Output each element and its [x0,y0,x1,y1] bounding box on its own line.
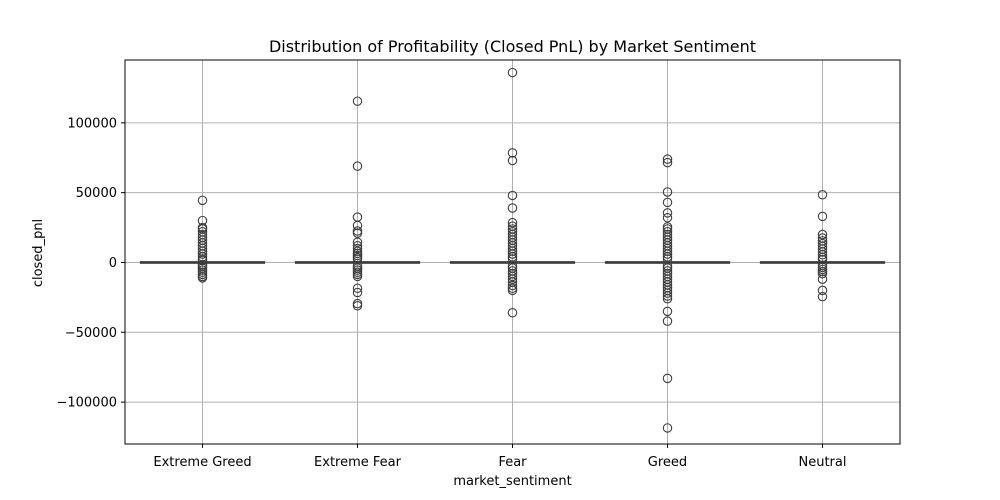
outlier-point [197,255,208,266]
outlier-point [817,250,828,260]
outlier-point [197,195,208,206]
outlier-point [662,423,673,433]
outlier-point [662,208,673,218]
outlier-point [507,249,518,259]
outlier-point [507,254,518,264]
y-axis-label: closed_pnl [31,219,46,287]
x-tick-label: Extreme Fear [314,455,402,470]
x-axis-label: market_sentiment [453,474,571,489]
outlier-point [507,190,518,201]
outlier-point [662,249,673,259]
outlier-point [352,96,363,106]
outlier-point [662,187,673,197]
outlier-point [507,285,518,296]
outlier-point [817,247,828,257]
chart-title: Distribution of Profitability (Closed Pn… [269,37,756,56]
outlier-point [817,291,828,302]
outlier-points [197,67,828,433]
y-tick-label: 50000 [76,186,117,201]
y-tick-label: 100000 [67,116,117,131]
outlier-point [352,287,363,298]
x-tick-label: Neutral [799,455,847,470]
y-tick-label: −100000 [56,396,117,411]
outlier-point [662,291,673,301]
outlier-point [352,271,363,282]
outlier-point [197,249,208,259]
outlier-point [352,220,363,231]
outlier-point [352,240,363,251]
outlier-point [817,254,828,265]
outlier-point [352,228,363,238]
y-tick-label: −50000 [65,326,117,341]
outlier-point [662,294,673,304]
x-tick-label: Greed [648,455,687,470]
outlier-point [662,373,673,384]
outlier-point [507,246,518,257]
outlier-point [197,273,208,283]
outlier-point [507,307,518,318]
outlier-point [352,161,363,171]
outlier-point [662,157,673,168]
outlier-point [662,288,673,298]
outlier-point [507,271,518,282]
outlier-point [662,197,673,208]
outlier-point [507,274,518,284]
outlier-point [817,274,828,284]
outlier-point [507,217,518,228]
outlier-point [817,268,828,279]
outlier-point [817,211,828,222]
y-axis-ticks: −100000 −50000 0 50000 100000 [56,116,125,411]
outlier-point [507,155,518,166]
outlier-point [352,301,363,311]
outlier-point [507,280,518,291]
outlier-point [352,254,363,264]
outlier-point [817,229,828,240]
outlier-point [507,67,518,78]
outlier-point [662,254,673,264]
outlier-point [352,243,363,254]
outlier-point [197,246,208,257]
outlier-point [352,237,363,247]
outlier-point [817,285,828,296]
outlier-point [352,283,363,294]
y-tick-label: 0 [109,256,117,271]
outlier-point [662,316,673,326]
x-axis-ticks: Extreme Greed Extreme Fear Fear Greed Neutra… [153,444,846,470]
outlier-point [662,246,673,257]
outlier-point [507,148,518,158]
outlier-point [662,213,673,223]
outlier-point [662,154,673,164]
outlier-point [662,306,673,317]
x-tick-label: Extreme Greed [153,455,251,470]
x-tick-label: Fear [498,455,527,470]
outlier-point [507,203,518,213]
outlier-point [817,189,828,200]
